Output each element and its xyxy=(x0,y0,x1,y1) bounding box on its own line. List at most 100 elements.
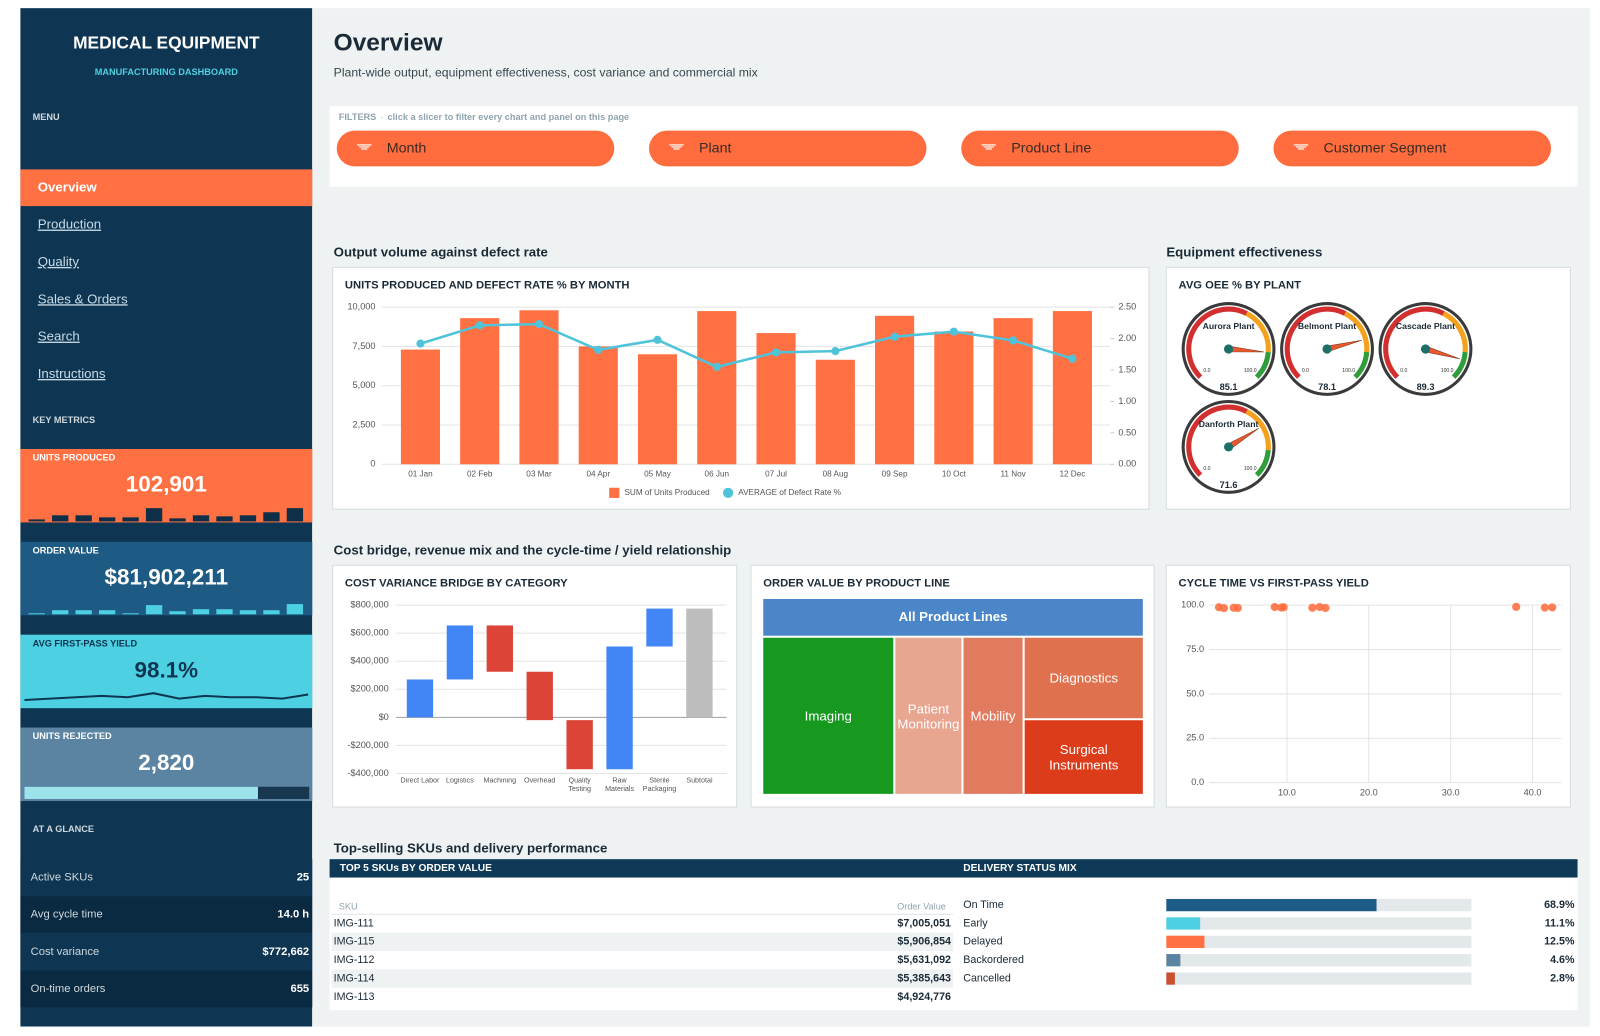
filters-hint: click a slicer to filter every chart and… xyxy=(388,112,630,122)
kpi-card xyxy=(20,541,313,616)
menu-item[interactable]: Production xyxy=(38,217,101,232)
x-tick-label: 07 Jul xyxy=(765,470,787,479)
slicer[interactable] xyxy=(648,130,927,167)
section-title: Equipment effectiveness xyxy=(1166,245,1322,260)
table-cell: IMG-112 xyxy=(334,954,375,966)
bar xyxy=(1052,311,1092,465)
gauge-value: 85.1 xyxy=(1220,382,1238,392)
category-label: Early xyxy=(963,917,988,929)
category-label: On Time xyxy=(963,899,1003,911)
x-tick-label-box: Raw Materials xyxy=(605,777,635,793)
x-tick-label: 05 May xyxy=(644,470,672,479)
slicer-label[interactable]: Plant xyxy=(699,141,732,157)
kpi-spark-bar xyxy=(145,605,163,615)
line-point xyxy=(771,348,781,357)
table-header: SKU xyxy=(339,902,358,912)
menu-item[interactable]: Overview xyxy=(38,179,98,194)
scatter-point xyxy=(1219,604,1228,613)
glance-value: 655 xyxy=(290,983,309,995)
x-tick-label: Raw Materials xyxy=(605,777,635,793)
slicer[interactable] xyxy=(961,130,1239,167)
gauge-tick-label: 100.0 xyxy=(1244,466,1257,472)
slicer[interactable] xyxy=(1273,130,1552,167)
scatter-point xyxy=(1279,603,1288,612)
glance-value: $772,662 xyxy=(262,946,309,958)
scatter-point xyxy=(1321,603,1330,613)
gauge-band xyxy=(1383,306,1445,379)
menu-item[interactable]: Instructions xyxy=(38,366,106,381)
line-point xyxy=(712,362,721,371)
bar xyxy=(1166,898,1377,912)
value-label: 4.6% xyxy=(1550,954,1575,966)
bar xyxy=(1166,972,1175,985)
glance-row xyxy=(20,970,313,1008)
x-tick-label-box: Quality Testing xyxy=(568,778,591,793)
x-tick-label: 03 Mar xyxy=(526,470,552,479)
x-tick-label: Sterile Packaging xyxy=(642,777,677,793)
y-tick-label: 25.0 xyxy=(1186,733,1204,743)
treemap-root-label: All Product Lines xyxy=(899,609,1008,624)
treemap-label: Diagnostics xyxy=(1049,670,1119,686)
table-cell: $5,906,854 xyxy=(897,936,951,948)
chart-title: AVG OEE % BY PLANT xyxy=(1179,280,1302,292)
bottom-header xyxy=(329,859,1578,878)
line-point xyxy=(831,347,840,356)
menu-item[interactable]: Sales & Orders xyxy=(38,291,128,306)
glance-label: AT A GLANCE xyxy=(33,824,94,834)
scatter-point xyxy=(1233,603,1242,613)
line-point xyxy=(1068,354,1077,363)
kpi-spark-bar xyxy=(75,515,92,522)
kpi-label: UNITS PRODUCED xyxy=(33,453,116,463)
gauge-value: 78.1 xyxy=(1318,382,1336,392)
bar-track xyxy=(1166,954,1472,967)
treemap-label-box: Surgical Instruments xyxy=(1049,742,1118,773)
treemap-label-box: Diagnostics xyxy=(1049,670,1119,686)
slicer-label[interactable]: Product Line xyxy=(1011,141,1091,157)
page-title: Overview xyxy=(334,29,444,56)
page-subtitle: Plant-wide output, equipment effectivene… xyxy=(334,66,758,80)
treemap-label-box: Imaging xyxy=(805,708,852,723)
kpi-spark-bar xyxy=(75,610,92,615)
section-title: Top-selling SKUs and delivery performanc… xyxy=(334,840,608,855)
slicer-label[interactable]: Customer Segment xyxy=(1323,141,1446,157)
glance-value: 25 xyxy=(297,872,309,884)
line-point xyxy=(949,327,958,336)
slicer-label[interactable]: Month xyxy=(387,141,427,157)
table-row-bg xyxy=(331,932,954,952)
x-tick-label-box: Sterile Packaging xyxy=(642,777,677,793)
glance-value: 14.0 h xyxy=(277,909,309,921)
x-tick-label: Logistics xyxy=(445,777,474,785)
bar xyxy=(934,331,974,465)
table-cell: $7,005,051 xyxy=(897,917,951,929)
glance-name: On-time orders xyxy=(31,983,106,995)
slicer[interactable] xyxy=(336,130,615,167)
y-tick-label: $400,000 xyxy=(351,656,389,666)
y-tick-label: $600,000 xyxy=(351,628,389,638)
x-tick-label: Subtotal xyxy=(686,777,713,785)
gauge-hub xyxy=(1420,344,1431,354)
x-tick-label: 08 Aug xyxy=(823,470,849,479)
menu-item[interactable]: Search xyxy=(38,329,80,344)
filters-label: FILTERS xyxy=(339,112,377,122)
kpi-value: 98.1% xyxy=(135,657,199,682)
kpi-label: ORDER VALUE xyxy=(33,545,99,555)
y-tick-label: 0.0 xyxy=(1191,777,1204,787)
x-tick-label: 10 Oct xyxy=(942,470,967,479)
y-tick-label: 0 xyxy=(370,459,375,469)
x-tick-label: 06 Jun xyxy=(705,470,730,479)
menu-item[interactable]: Quality xyxy=(38,254,80,269)
gauge-tick-label: 100.0 xyxy=(1244,368,1257,374)
y2-tick-label: 1.50 xyxy=(1118,364,1136,374)
y-tick-label: 75.0 xyxy=(1186,644,1204,654)
table-header: Order Value xyxy=(897,902,946,912)
gauge-tick-label: 0.0 xyxy=(1203,466,1210,472)
y-tick-label: -$200,000 xyxy=(347,740,388,750)
kpi-spark-bar xyxy=(169,611,186,615)
x-tick-label: 40.0 xyxy=(1524,787,1542,797)
y-tick-label: 100.0 xyxy=(1181,600,1204,610)
x-tick-label: Overhead xyxy=(524,777,556,785)
kpi-value: $81,902,211 xyxy=(105,564,229,589)
category-label: Cancelled xyxy=(963,972,1011,984)
gauge-value: 71.6 xyxy=(1220,480,1238,490)
kpi-spark-bar xyxy=(286,508,304,522)
